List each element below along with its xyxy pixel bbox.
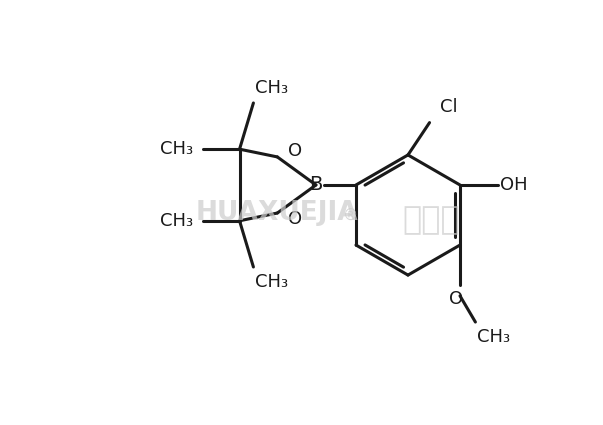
Text: CH₃: CH₃ [160,140,194,158]
Text: HUAXUEJIA: HUAXUEJIA [196,200,358,226]
Text: CH₃: CH₃ [160,212,194,230]
Text: CH₃: CH₃ [255,273,288,291]
Text: O: O [449,290,463,308]
Text: CH₃: CH₃ [477,328,510,346]
Text: O: O [288,210,302,228]
Text: ®: ® [343,207,358,223]
Text: O: O [288,142,302,160]
Text: B: B [309,176,323,195]
Text: CH₃: CH₃ [255,79,288,97]
Text: OH: OH [500,176,528,194]
Text: 化学加: 化学加 [402,205,460,236]
Text: Cl: Cl [440,99,458,116]
